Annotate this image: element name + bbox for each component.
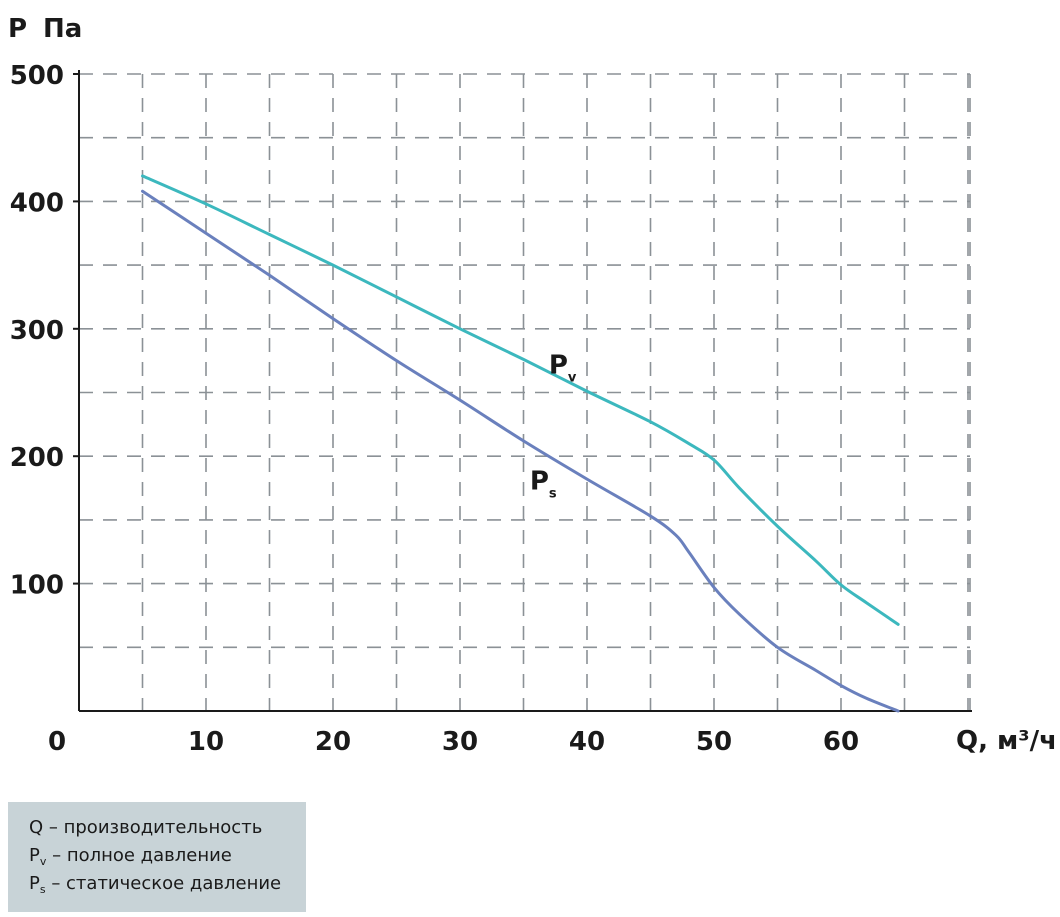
legend-row: Q – производительность [29,814,306,842]
x-tick-label: 30 [442,727,478,757]
legend-box: Q – производительность Pv – полное давлен… [8,802,306,912]
tick-labels: 10 20 30 40 50 60 100 200 300 400 500 [10,61,859,757]
legend-symbol-sub: v [39,855,47,868]
legend-symbol: P [29,873,40,894]
series-label-sub-ps: s [549,486,557,501]
series-line-pv [141,174,900,626]
legend-text: – производительность [43,817,263,838]
axes [73,70,972,712]
series-label-pv: P [549,350,568,380]
y-tick-label: 200 [10,443,64,473]
series-label-sub-pv: v [568,370,577,385]
y-tick-label: 500 [10,61,64,91]
curves [141,174,900,713]
y-axis-unit: Па [43,14,82,44]
x-tick-label: 20 [315,727,351,757]
x-tick-label: 60 [823,727,859,757]
y-axis-title: P [8,14,27,44]
legend-row: Ps – статическое давление [29,870,306,898]
legend-symbol: P [29,845,40,866]
legend-text: – статическое давление [45,873,282,894]
legend-text: – полное давление [46,845,232,866]
y-tick-label: 400 [10,188,64,218]
grid [79,73,971,711]
y-tick-label: 300 [10,316,64,346]
x-tick-label: 50 [696,727,732,757]
x-tick-label: 10 [188,727,224,757]
series-line-ps [141,189,900,713]
origin-label: 0 [48,727,66,757]
legend-symbol-sub: s [39,883,46,896]
y-tick-label: 100 [10,571,64,601]
x-axis-title: Q, м³/ч [956,726,1057,756]
legend-row: Pv – полное давление [29,842,306,870]
series-label-ps: P [530,466,549,496]
x-tick-label: 40 [569,727,605,757]
legend-symbol: Q [29,817,44,838]
